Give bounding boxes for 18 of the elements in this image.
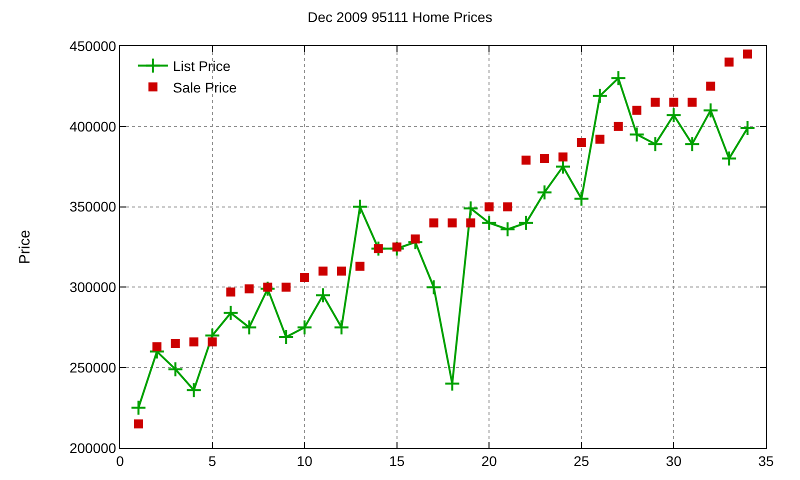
y-tick-label: 300000 — [69, 279, 116, 296]
y-tick-label: 450000 — [69, 38, 116, 54]
x-tick-label: 25 — [574, 452, 590, 469]
x-tick-label: 0 — [116, 452, 124, 469]
y-tick-label: 250000 — [69, 360, 116, 376]
y-axis-title: Price — [16, 230, 34, 264]
x-tick-label: 15 — [389, 452, 405, 469]
chart-title: Dec 2009 95111 Home Prices — [308, 8, 492, 25]
y-tick-label: 350000 — [69, 198, 116, 215]
y-tick-label: 400000 — [69, 118, 116, 134]
x-tick-label: 30 — [666, 452, 682, 469]
legend-label: List Price — [172, 58, 231, 74]
x-tick-label: 20 — [481, 452, 498, 469]
y-tick-label: 200000 — [69, 440, 116, 456]
x-tick-label: 10 — [296, 452, 313, 469]
legend-label: Sale Price — [172, 79, 237, 96]
x-tick-label: 35 — [758, 452, 774, 469]
x-tick-label: 5 — [208, 452, 216, 469]
